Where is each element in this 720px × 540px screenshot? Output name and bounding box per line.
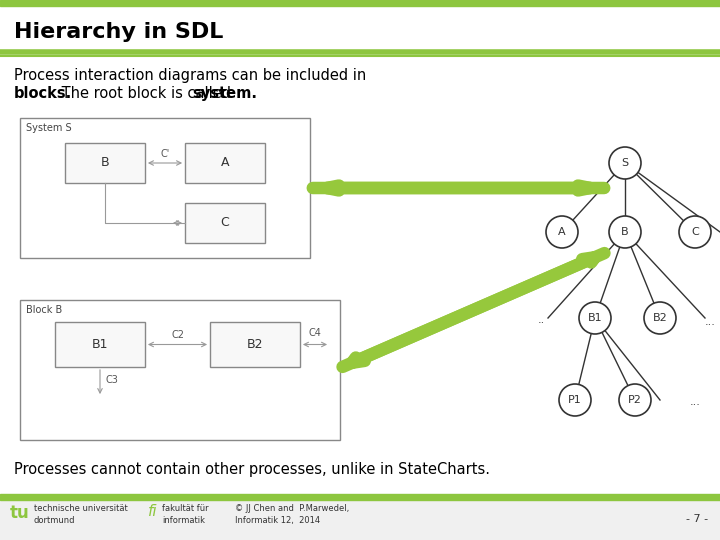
Text: B2: B2 — [652, 313, 667, 323]
Text: technische universität: technische universität — [34, 504, 127, 513]
Text: B: B — [101, 157, 109, 170]
Text: © JJ Chen and  P.Marwedel,: © JJ Chen and P.Marwedel, — [235, 504, 349, 513]
Text: Block B: Block B — [26, 305, 62, 315]
Text: P2: P2 — [628, 395, 642, 405]
Text: Process interaction diagrams can be included in: Process interaction diagrams can be incl… — [14, 68, 366, 83]
Text: C: C — [220, 217, 230, 230]
Bar — [65, 143, 145, 183]
Text: S: S — [621, 158, 629, 168]
Circle shape — [609, 147, 641, 179]
Text: Processes cannot contain other processes, unlike in StateCharts.: Processes cannot contain other processes… — [14, 462, 490, 477]
Circle shape — [546, 216, 578, 248]
Bar — [185, 203, 265, 243]
Text: Hierarchy in SDL: Hierarchy in SDL — [14, 22, 223, 42]
Text: The root block is called: The root block is called — [57, 86, 235, 101]
Circle shape — [559, 384, 591, 416]
Text: B1: B1 — [588, 313, 603, 323]
Text: A: A — [558, 227, 566, 237]
Text: C3: C3 — [106, 375, 119, 385]
Bar — [210, 322, 300, 367]
Text: A: A — [221, 157, 229, 170]
Text: B1: B1 — [91, 338, 108, 351]
Bar — [20, 118, 310, 258]
Circle shape — [644, 302, 676, 334]
Text: ..: .. — [537, 315, 544, 325]
Bar — [185, 143, 265, 183]
Text: B: B — [621, 227, 629, 237]
Bar — [0, 500, 720, 540]
Bar — [55, 322, 145, 367]
Circle shape — [609, 216, 641, 248]
Text: System S: System S — [26, 123, 71, 133]
Text: ...: ... — [705, 317, 716, 327]
Circle shape — [679, 216, 711, 248]
Text: C': C' — [161, 149, 170, 159]
Bar — [0, 0, 720, 6]
Text: ...: ... — [690, 397, 701, 407]
Text: - 7 -: - 7 - — [686, 514, 708, 524]
Text: system.: system. — [192, 86, 257, 101]
Text: P1: P1 — [568, 395, 582, 405]
Circle shape — [619, 384, 651, 416]
Text: fakultät für: fakultät für — [162, 504, 209, 513]
Text: Informatik 12,  2014: Informatik 12, 2014 — [235, 516, 320, 525]
Text: informatik: informatik — [162, 516, 205, 525]
Text: tu: tu — [10, 504, 30, 522]
Text: B2: B2 — [247, 338, 264, 351]
Circle shape — [579, 302, 611, 334]
Bar — [20, 300, 340, 440]
Text: C: C — [691, 227, 699, 237]
Text: dortmund: dortmund — [34, 516, 76, 525]
Text: C4: C4 — [309, 327, 321, 338]
Text: C2: C2 — [171, 330, 184, 341]
Text: fi: fi — [148, 504, 158, 519]
Bar — [0, 494, 720, 500]
Text: blocks.: blocks. — [14, 86, 72, 101]
